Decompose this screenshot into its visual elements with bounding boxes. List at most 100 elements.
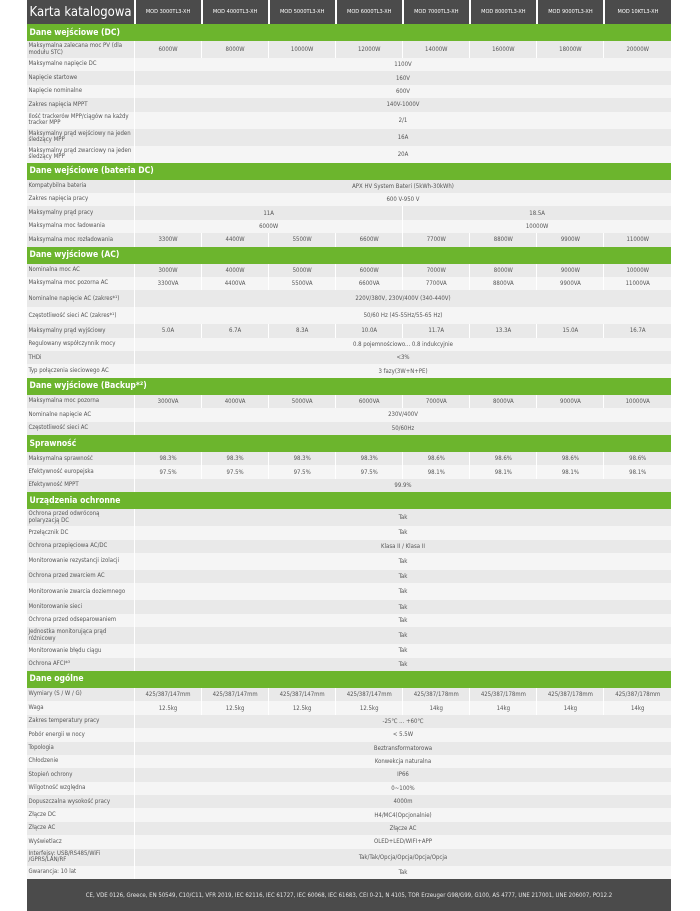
spec-value: 5000W [268,263,336,277]
section-title: Dane ogólne [26,670,671,688]
spec-row: Maksymalny prąd wyjściowy 5.0A 6.7A 8.3A 10.… [26,324,671,338]
spec-value: 8.3A [268,324,336,338]
spec-value: <3% [134,351,671,365]
spec-row: Nominalne napięcie AC (zakres*¹) 220V/380… [26,290,671,308]
spec-value: 3300W [133,233,202,247]
spec-label: Zakres temperatury pracy [26,714,135,729]
spec-row: Ochrona przed odwróconą polaryzacją DC Ta… [26,509,671,527]
section-body: Urządzenia ochronne Ochrona przed odwróco… [26,492,671,671]
page-title: Karta katalogowa [26,0,135,24]
section-body: Dane wejściowe (bateria DC) Kompatybilna … [26,162,671,247]
spec-value: Beztransformatorowa [134,741,671,755]
spec-value: 1100V [134,58,671,72]
spec-row: Monitorowanie sieci Tak [26,600,671,614]
spec-value: 98.3% [201,452,269,466]
section-body: Dane wejściowe (DC) Maksymalna zalecana m… [26,24,671,163]
section-body: Dane wyjściowe (AC) Nominalna moc AC 3000W… [26,246,671,378]
spec-value: 425/387/147mm [201,687,269,702]
spec-value: 4400W [201,233,269,247]
spec-label: Nominalna moc AC [26,263,135,277]
spec-row: Interfejsy: USB/RS485/WiFi /GPRS/LAN/RF T… [26,848,671,866]
spec-row: Maksymalny prąd pracy 11A 18.5A [26,206,671,220]
spec-row: Monitorowanie błędu ciągu Tak [26,644,671,658]
spec-value: 97.5% [268,465,336,479]
spec-row: Ochrona przed zwarciem AC Tak [26,569,671,584]
spec-value: 425/387/147mm [335,687,403,702]
spec-value: 3000VA [133,394,202,409]
model-header: MOD 7000TL3-XH [401,0,470,24]
spec-value: 20000W [603,41,671,58]
spec-value: Klasa II / Klasa II [134,539,671,553]
spec-label: Przełącznik DC [26,526,135,540]
spec-value: 12.5kg [133,701,202,715]
spec-table: Karta katalogowa MOD 3000TL3-XH MOD 4000… [26,0,671,911]
spec-value: 98.3% [133,452,202,466]
spec-value: 50/60Hz [134,421,671,436]
spec-label: Dopuszczalna wysokość pracy [26,795,135,809]
spec-row: Zakres napięcia MPPT 140V-1000V [26,98,671,112]
spec-value: 4000W [201,263,269,277]
spec-value: 98.6% [603,452,671,466]
spec-value: Tak [134,583,671,601]
model-header: MOD 5000TL3-XH [267,0,336,24]
spec-label: Jednostka monitorująca prąd różnicowy [26,627,135,645]
spec-value: IP66 [134,768,671,782]
spec-row: Napięcie startowe 160V [26,71,671,85]
spec-label: Monitorowanie zwarcia doziemnego [26,583,135,601]
model-header: MOD 8000TL3-XH [468,0,537,24]
spec-value: 6000W [133,41,202,58]
spec-label: THDi [26,351,135,365]
section-title: Sprawność [26,435,671,453]
spec-value: 3000W [133,263,202,277]
spec-value: OLED+LED/WIFI+APP [134,835,671,849]
spec-value: 12.5kg [201,701,269,715]
spec-value: Konwekcja naturalna [134,754,671,769]
spec-row: Ochrona przepięciowa AC/DC Klasa II / Kla… [26,539,671,553]
spec-value: 14000W [402,41,470,58]
spec-value: 7000W [402,263,470,277]
spec-row: Topologia Beztransformatorowa [26,741,671,755]
spec-value: 6000W [133,219,403,234]
spec-value: Tak [134,627,671,645]
spec-value: 6600W [335,233,403,247]
spec-value: 425/387/147mm [268,687,336,702]
spec-value: 230V/400V [134,408,671,422]
spec-row: Nominalne napięcie AC 230V/400V [26,408,671,422]
spec-value: 6000W [335,263,403,277]
spec-label: Efektywność europejska [26,465,135,479]
spec-value: 98.6% [402,452,470,466]
spec-row: Ochrona przed odseparowaniem Tak [26,613,671,628]
spec-row: Napięcie nominalne 600V [26,84,671,99]
spec-label: Kompatybilna bateria [26,179,135,193]
section-header: Dane wyjściowe (Backup*²) [26,377,671,395]
spec-label: Częstotliwość sieci AC [26,421,135,436]
spec-label: Nominalne napięcie AC (zakres*¹) [26,290,135,308]
spec-label: Ochrona przed zwarciem AC [26,569,135,584]
spec-value: Tak [134,526,671,540]
spec-value: 13.3A [469,324,537,338]
spec-value: Tak [134,613,671,628]
spec-row: Waga 12.5kg 12.5kg 12.5kg 12.5kg 14kg 14kg 14kg… [26,701,671,715]
section-header: Dane wyjściowe (AC) [26,246,671,264]
spec-value: 14kg [603,701,671,715]
spec-value: 425/387/178mm [402,687,470,702]
spec-row: Pobór energii w nocy < 5.5W [26,728,671,742]
spec-value: 10000W [402,219,671,234]
spec-value: 6.7A [201,324,269,338]
spec-value: 12.5kg [268,701,336,715]
spec-value: 0~100% [134,781,671,796]
spec-value: 16.7A [603,324,671,338]
spec-value: 7700W [402,233,470,247]
spec-value: 98.1% [603,465,671,479]
section-body: Sprawność Maksymalna sprawność 98.3% 98.3% 9… [26,435,671,493]
spec-value: 6000VA [335,394,403,409]
spec-value: 11A [133,206,403,220]
spec-row: Częstotliwość sieci AC (zakres*¹) 50/60 H… [26,307,671,325]
spec-label: Wilgotność względna [26,781,135,796]
spec-row: Maksymalne napięcie DC 1100V [26,58,671,72]
spec-value: 97.5% [133,465,202,479]
spec-row: Jednostka monitorująca prąd różnicowy Tak [26,627,671,645]
spec-value: 4000VA [201,394,269,409]
spec-row: Zakres napięcia pracy 600 V-950 V [26,192,671,207]
spec-value: 3 fazy(3W+N+PE) [134,364,671,378]
